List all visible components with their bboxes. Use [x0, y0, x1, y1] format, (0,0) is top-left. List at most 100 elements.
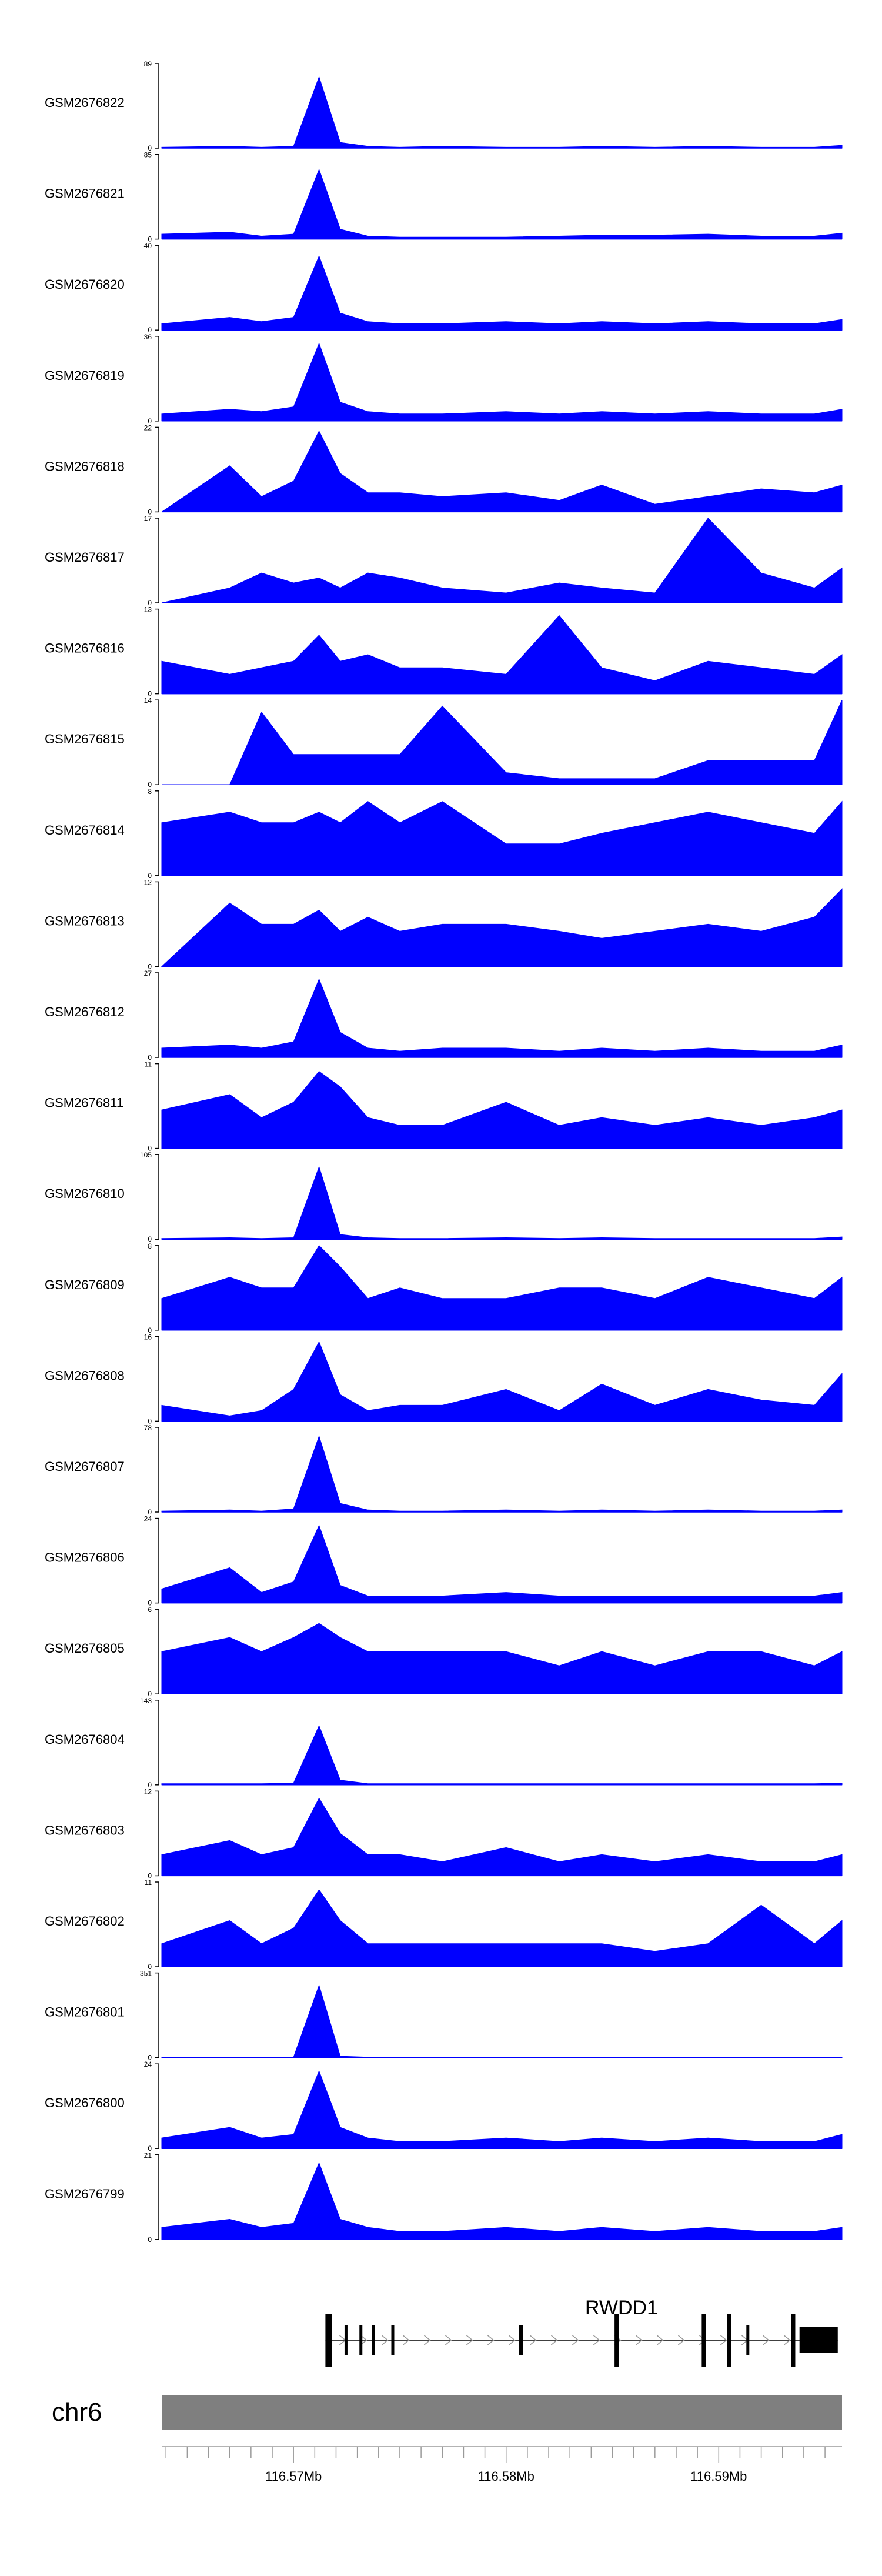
track-ymin-label: 0 — [148, 1326, 152, 1334]
track-label: GSM2676803 — [45, 1823, 125, 1837]
track-ymax-label: 36 — [144, 333, 152, 341]
strand-arrow — [720, 2335, 727, 2345]
coverage-area — [161, 1166, 843, 1240]
track-label: GSM2676818 — [45, 459, 125, 473]
track: GSM2676814 8 0 — [45, 788, 843, 880]
track-label: GSM2676817 — [45, 550, 125, 565]
genome-axis-label: 116.57Mb — [265, 2469, 322, 2484]
track: GSM2676820 40 0 — [45, 242, 843, 334]
strand-arrow — [572, 2335, 579, 2345]
track-ymax-label: 17 — [144, 515, 152, 523]
coverage-area — [161, 615, 843, 695]
track: GSM2676822 89 0 — [45, 60, 843, 152]
track-ymin-label: 0 — [148, 2144, 152, 2153]
track-ymax-label: 11 — [145, 1060, 152, 1069]
track-ymin-label: 0 — [148, 508, 152, 516]
track-label: GSM2676806 — [45, 1550, 125, 1565]
track-label: GSM2676799 — [45, 2187, 125, 2201]
track: GSM2676801 351 0 — [45, 1970, 843, 2062]
track-ymin-label: 0 — [148, 599, 152, 607]
track-ymin-label: 0 — [148, 1144, 152, 1153]
gene-exon — [799, 2327, 838, 2353]
track-ymin-label: 0 — [148, 1781, 152, 1789]
gene-exon — [359, 2325, 363, 2355]
track: GSM2676802 11 0 — [45, 1878, 843, 1971]
chromosome-label: chr6 — [52, 2398, 102, 2427]
track: GSM2676806 24 0 — [45, 1515, 843, 1607]
coverage-area — [161, 1889, 843, 1967]
strand-arrow — [593, 2335, 600, 2345]
coverage-area — [161, 2162, 843, 2240]
strand-arrow — [508, 2335, 516, 2345]
gene-exon — [727, 2314, 731, 2367]
track-ymax-label: 14 — [144, 696, 152, 705]
track-label: GSM2676804 — [45, 1732, 125, 1747]
coverage-area — [161, 1071, 843, 1149]
coverage-area — [161, 2070, 843, 2149]
track: GSM2676807 78 0 — [45, 1424, 843, 1516]
track-label: GSM2676800 — [45, 2095, 125, 2110]
track-ymin-label: 0 — [148, 326, 152, 334]
track-ymax-label: 6 — [148, 1606, 152, 1614]
track-ymin-label: 0 — [148, 1690, 152, 1698]
track-label: GSM2676813 — [45, 913, 125, 928]
track: GSM2676819 36 0 — [45, 333, 843, 425]
coverage-area — [161, 1341, 843, 1422]
gene-exon — [372, 2325, 375, 2355]
track-label: GSM2676801 — [45, 2005, 125, 2020]
track: GSM2676821 85 0 — [45, 151, 843, 243]
coverage-area — [161, 1244, 843, 1331]
coverage-area — [161, 518, 843, 603]
gene-exon — [519, 2325, 523, 2355]
gene-exon — [344, 2325, 348, 2355]
chromosome-ideogram: chr6 — [52, 2395, 842, 2430]
track-ymin-label: 0 — [148, 417, 152, 425]
track-ymax-label: 105 — [140, 1151, 152, 1159]
strand-arrow — [550, 2335, 558, 2345]
track-ymin-label: 0 — [148, 1053, 152, 1062]
track: GSM2676808 16 0 — [45, 1333, 843, 1425]
chromosome-band — [162, 2395, 842, 2430]
coverage-area — [161, 342, 843, 422]
track: GSM2676817 17 0 — [45, 515, 843, 607]
track-ymin-label: 0 — [148, 2054, 152, 2062]
track-ymin-label: 0 — [148, 235, 152, 243]
track-ymin-label: 0 — [148, 1417, 152, 1425]
track-label: GSM2676802 — [45, 1914, 125, 1928]
track-ymax-label: 143 — [140, 1697, 152, 1705]
strand-arrow — [423, 2335, 431, 2345]
coverage-area — [161, 1524, 843, 1604]
track-ymin-label: 0 — [148, 962, 152, 970]
coverage-area — [161, 1797, 843, 1876]
coverage-area — [161, 888, 843, 967]
track: GSM2676809 8 0 — [45, 1242, 843, 1334]
strand-arrow — [762, 2335, 770, 2345]
track-label: GSM2676807 — [45, 1459, 125, 1474]
coverage-area — [161, 978, 843, 1058]
track: GSM2676812 27 0 — [45, 969, 843, 1062]
track-ymax-label: 21 — [144, 2151, 152, 2160]
track-ymin-label: 0 — [148, 690, 152, 698]
track: GSM2676799 21 0 — [45, 2151, 843, 2244]
track-ymax-label: 22 — [144, 423, 152, 432]
track-label: GSM2676805 — [45, 1641, 125, 1656]
track-ymax-label: 12 — [144, 1787, 152, 1796]
track-ymax-label: 11 — [145, 1878, 152, 1887]
strand-arrow — [445, 2335, 452, 2345]
track-label: GSM2676820 — [45, 277, 125, 292]
track-label: GSM2676810 — [45, 1186, 125, 1201]
track-ymin-label: 0 — [148, 1599, 152, 1607]
coverage-area — [161, 800, 843, 876]
track-label: GSM2676812 — [45, 1005, 125, 1019]
genome-axis-label: 116.58Mb — [478, 2469, 534, 2484]
gene-exon — [746, 2325, 750, 2355]
coverage-area — [161, 255, 843, 331]
track-label: GSM2676816 — [45, 641, 125, 656]
track-ymin-label: 0 — [148, 144, 152, 152]
track-ymax-label: 8 — [148, 788, 152, 796]
track: GSM2676818 22 0 — [45, 423, 843, 516]
coverage-area — [161, 76, 843, 149]
track-ymax-label: 78 — [144, 1424, 152, 1432]
gene-name: RWDD1 — [585, 2297, 658, 2319]
